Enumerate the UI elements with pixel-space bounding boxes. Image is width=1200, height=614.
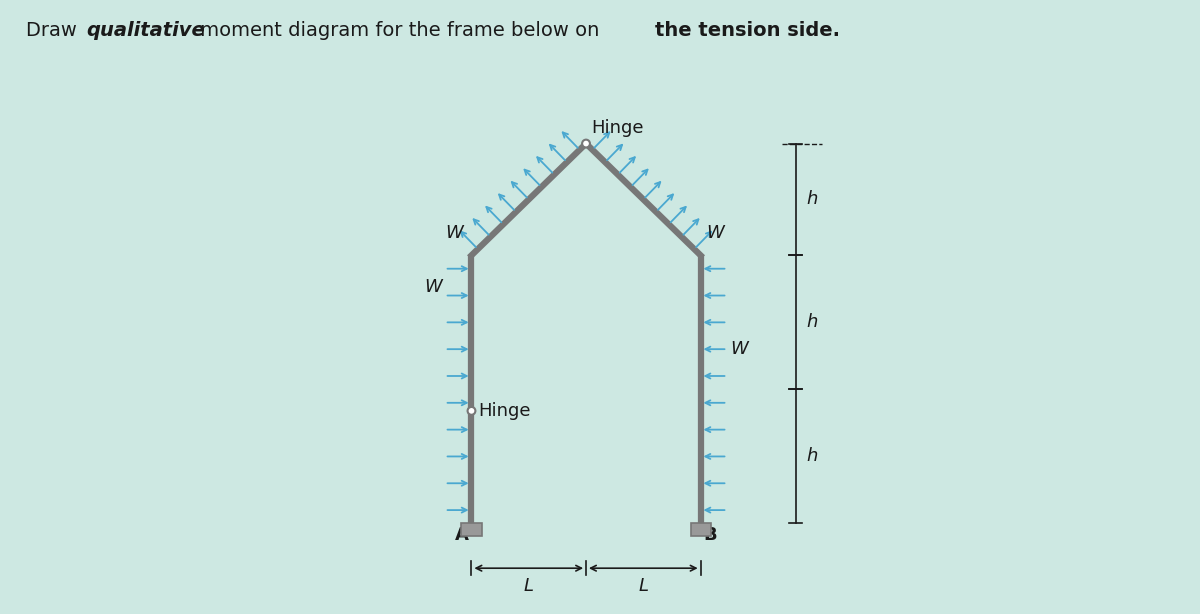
Text: L: L bbox=[523, 577, 534, 595]
Text: moment diagram for the frame below on: moment diagram for the frame below on bbox=[194, 21, 606, 41]
Circle shape bbox=[468, 407, 475, 415]
Text: h: h bbox=[806, 448, 818, 465]
Text: h: h bbox=[806, 313, 818, 332]
Text: A: A bbox=[455, 526, 469, 544]
Text: h: h bbox=[806, 190, 818, 208]
Text: W: W bbox=[706, 224, 724, 242]
Bar bbox=[690, 524, 710, 536]
Text: L: L bbox=[638, 577, 648, 595]
Text: B: B bbox=[703, 526, 716, 544]
Text: W: W bbox=[424, 279, 442, 297]
Circle shape bbox=[582, 139, 590, 147]
Bar bbox=[462, 524, 481, 536]
Text: qualitative: qualitative bbox=[86, 21, 205, 41]
Text: Hinge: Hinge bbox=[592, 119, 644, 137]
Text: Hinge: Hinge bbox=[478, 402, 530, 420]
Text: the tension side.: the tension side. bbox=[655, 21, 840, 41]
Text: Draw: Draw bbox=[26, 21, 84, 41]
Text: W: W bbox=[730, 340, 748, 358]
Text: W: W bbox=[445, 224, 463, 242]
